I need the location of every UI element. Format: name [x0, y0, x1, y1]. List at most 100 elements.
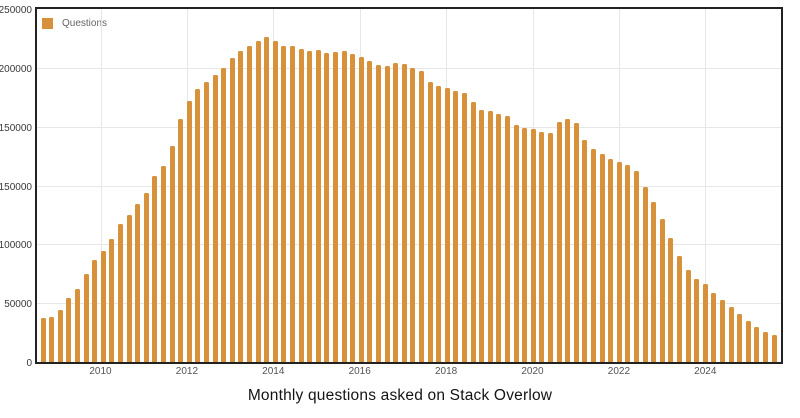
bar: [195, 89, 201, 362]
bar: [599, 154, 605, 362]
bar: [737, 314, 743, 362]
bar: [264, 37, 270, 362]
bar: [728, 306, 734, 362]
bar: [169, 145, 175, 362]
bar: [418, 71, 425, 362]
x-axis-tick-label: 2024: [694, 366, 717, 377]
bar: [754, 326, 760, 362]
y-axis-tick-label: 150000: [0, 122, 32, 134]
bar: [178, 119, 184, 362]
bar: [126, 215, 132, 362]
bar: [375, 64, 382, 362]
x-axis-tick-label: 2010: [89, 366, 112, 377]
bar: [616, 161, 622, 362]
bar: [530, 129, 536, 362]
bar: [470, 102, 476, 362]
bar: [74, 288, 81, 362]
bar: [135, 203, 141, 362]
bar: [350, 54, 356, 362]
bar: [109, 239, 115, 362]
bar: [702, 284, 708, 362]
bar: [66, 297, 72, 362]
bar: [324, 52, 330, 362]
bar: [642, 186, 648, 362]
bar: [590, 148, 597, 362]
v-gridline: [705, 9, 707, 362]
v-gridline: [100, 9, 102, 362]
bar: [582, 140, 588, 362]
y-axis-tick-label: 0: [26, 358, 32, 369]
bar: [771, 335, 777, 362]
bar: [719, 299, 726, 362]
bar: [504, 116, 511, 362]
y-axis-tick-label: 200000: [0, 63, 32, 75]
legend-label: Questions: [62, 18, 108, 29]
legend-swatch-icon: [42, 18, 53, 29]
bar: [496, 113, 502, 362]
h-gridline: [37, 303, 781, 305]
bar: [367, 61, 373, 362]
h-gridline: [37, 126, 781, 128]
y-axis-tick-label: 150000: [0, 181, 32, 193]
bar: [547, 133, 554, 362]
bar: [513, 124, 519, 362]
bar: [436, 85, 442, 362]
bar: [393, 62, 399, 362]
bar: [186, 100, 192, 362]
y-axis-tick-label: 50000: [4, 299, 32, 311]
bar: [685, 270, 691, 362]
bar: [711, 292, 717, 362]
x-axis: 2010 2012 2014 2016 2018 2020 2022 2024: [37, 366, 781, 382]
bar: [573, 123, 579, 362]
bar: [49, 316, 55, 362]
bar: [384, 66, 390, 362]
plot-area: Questions: [35, 7, 783, 364]
legend: Questions: [42, 18, 107, 29]
x-axis-tick-label: 2018: [434, 366, 458, 377]
bar: [633, 170, 640, 362]
bar: [152, 175, 158, 362]
h-gridline: [37, 185, 781, 187]
bar: [668, 237, 674, 362]
bar: [160, 165, 167, 362]
bar: [143, 192, 149, 362]
bar: [92, 260, 98, 362]
bar: [651, 202, 657, 362]
bar: [608, 158, 614, 362]
bar: [246, 45, 253, 362]
bar: [315, 49, 321, 362]
bar: [212, 75, 218, 362]
bar: [539, 131, 545, 362]
bar: [694, 278, 700, 362]
chart-title: Monthly questions asked on Stack Overlow: [247, 387, 553, 404]
bar: [203, 82, 210, 362]
bar: [676, 256, 683, 362]
y-axis-tick-label: 250000: [0, 5, 32, 16]
bar: [556, 121, 562, 362]
bar: [117, 224, 124, 362]
x-axis-tick-label: 2016: [348, 366, 371, 377]
bar: [307, 51, 313, 362]
bar: [289, 46, 296, 362]
bar: [479, 109, 485, 362]
bar: [229, 58, 235, 362]
bar: [281, 45, 287, 362]
bar: [427, 82, 433, 362]
bar: [461, 93, 468, 362]
bar: [762, 332, 769, 362]
bar: [522, 127, 528, 362]
bar: [100, 251, 106, 362]
x-axis-tick-label: 2012: [175, 366, 199, 377]
bar: [565, 119, 571, 362]
bar: [57, 310, 63, 362]
bar: [40, 318, 46, 362]
bar: [358, 57, 364, 362]
bar: [659, 219, 665, 362]
y-axis: 250000 200000 150000 150000 100000 50000 0: [0, 5, 33, 369]
bar: [401, 64, 407, 362]
y-axis-tick-label: 100000: [0, 240, 32, 252]
bar: [625, 165, 631, 362]
bar: [298, 48, 304, 362]
bar: [487, 110, 493, 362]
